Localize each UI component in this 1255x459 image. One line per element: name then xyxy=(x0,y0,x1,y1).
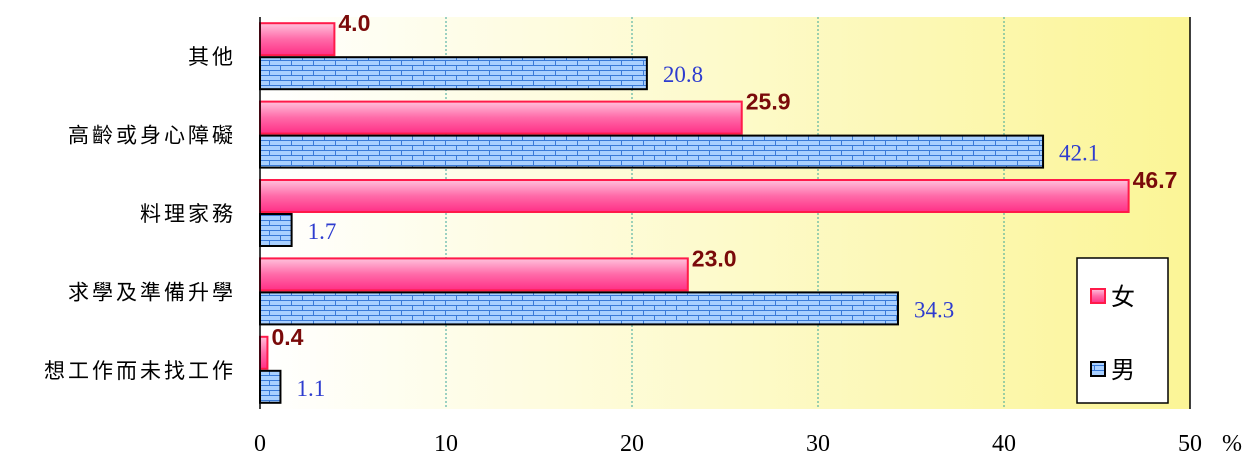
value-label-male: 42.1 xyxy=(1059,141,1099,166)
value-label-male: 20.8 xyxy=(663,62,703,87)
category-label: 其他 xyxy=(188,45,236,69)
legend-swatch-female xyxy=(1090,288,1106,304)
bar-female xyxy=(259,335,269,370)
value-label-female: 23.0 xyxy=(692,245,737,271)
legend-label-female: 女 xyxy=(1111,283,1135,311)
tick-labels: 0 10 20 30 40 50 xyxy=(254,431,1202,457)
legend-box xyxy=(1076,257,1169,404)
legend: 女 男 xyxy=(1076,257,1169,404)
category-label: 想工作而未找工作 xyxy=(44,359,236,383)
bar-male xyxy=(259,56,648,91)
value-label-female: 0.4 xyxy=(271,324,303,350)
category-label: 高齡或身心障礙 xyxy=(68,124,236,148)
category-label: 料理家務 xyxy=(140,202,236,226)
legend-label-male: 男 xyxy=(1111,356,1135,384)
value-label-male: 34.3 xyxy=(914,297,954,322)
x-tick-label: 30 xyxy=(806,431,830,457)
x-tick-label: 0 xyxy=(254,431,266,457)
x-tick-label: 10 xyxy=(434,431,458,457)
value-label-female: 46.7 xyxy=(1133,167,1178,193)
bar-female xyxy=(259,100,743,135)
bar-male xyxy=(259,369,282,404)
value-label-male: 1.1 xyxy=(296,376,325,401)
bar-female xyxy=(259,257,689,292)
x-tick-label: 40 xyxy=(992,431,1016,457)
value-label-male: 1.7 xyxy=(308,219,337,244)
legend-swatch-male xyxy=(1090,361,1106,377)
value-label-female: 25.9 xyxy=(746,89,791,115)
bar-male xyxy=(259,291,899,326)
unit-label: % xyxy=(1222,431,1242,457)
bars: 4.0 20.8 25.9 42.1 46.7 1.7 23.0 34.3 0.4 1.1 xyxy=(259,10,1178,404)
bar-male xyxy=(259,134,1045,169)
x-tick-label: 20 xyxy=(620,431,644,457)
bar-male xyxy=(259,213,293,247)
category-label: 求學及準備升學 xyxy=(68,280,236,304)
bar-female xyxy=(259,179,1130,213)
value-label-female: 4.0 xyxy=(338,10,370,36)
x-tick-label: 50 xyxy=(1178,431,1202,457)
bar-female xyxy=(259,22,336,57)
